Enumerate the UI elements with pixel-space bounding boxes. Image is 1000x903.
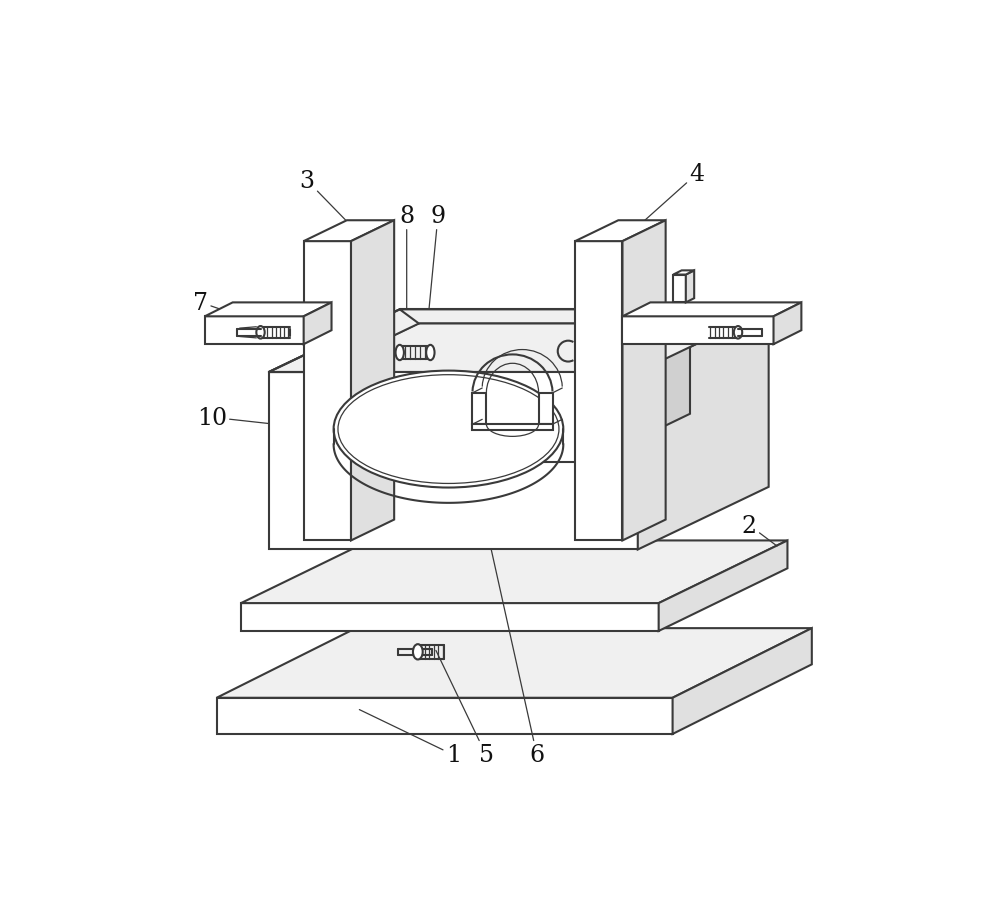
Polygon shape [217, 628, 812, 698]
Polygon shape [622, 317, 774, 345]
Polygon shape [304, 303, 332, 345]
Polygon shape [318, 324, 690, 373]
Text: 6: 6 [481, 505, 544, 767]
Polygon shape [400, 310, 769, 324]
Text: 10: 10 [197, 406, 401, 439]
Ellipse shape [396, 346, 404, 361]
Polygon shape [205, 317, 304, 345]
Polygon shape [472, 394, 486, 424]
Text: 8: 8 [399, 205, 414, 345]
Polygon shape [575, 242, 622, 541]
Text: 5: 5 [436, 651, 494, 767]
Polygon shape [575, 221, 666, 242]
Polygon shape [318, 373, 589, 463]
Ellipse shape [413, 645, 423, 660]
Ellipse shape [734, 327, 742, 340]
Text: 1: 1 [359, 710, 461, 767]
Text: 7: 7 [193, 292, 241, 317]
Polygon shape [304, 221, 394, 242]
Polygon shape [539, 394, 553, 424]
Polygon shape [673, 271, 694, 275]
Text: 2: 2 [742, 514, 777, 546]
Text: 4: 4 [631, 163, 705, 234]
Polygon shape [304, 242, 351, 541]
Polygon shape [622, 221, 666, 541]
Polygon shape [269, 310, 448, 373]
Polygon shape [589, 324, 690, 463]
Polygon shape [241, 603, 659, 631]
Polygon shape [638, 310, 769, 550]
Polygon shape [217, 698, 673, 734]
Polygon shape [622, 303, 801, 317]
Polygon shape [205, 303, 332, 317]
Polygon shape [589, 310, 769, 373]
Polygon shape [673, 275, 686, 303]
Polygon shape [241, 541, 787, 603]
Text: 9: 9 [425, 205, 446, 346]
Ellipse shape [426, 346, 435, 361]
Text: 3: 3 [300, 170, 358, 234]
Polygon shape [269, 373, 638, 550]
Polygon shape [673, 628, 812, 734]
Polygon shape [318, 363, 338, 463]
Ellipse shape [256, 327, 265, 340]
Ellipse shape [334, 371, 563, 488]
Polygon shape [472, 424, 553, 431]
Polygon shape [686, 271, 694, 303]
Polygon shape [269, 310, 769, 373]
Polygon shape [659, 541, 787, 631]
Polygon shape [351, 221, 394, 541]
Polygon shape [774, 303, 801, 345]
